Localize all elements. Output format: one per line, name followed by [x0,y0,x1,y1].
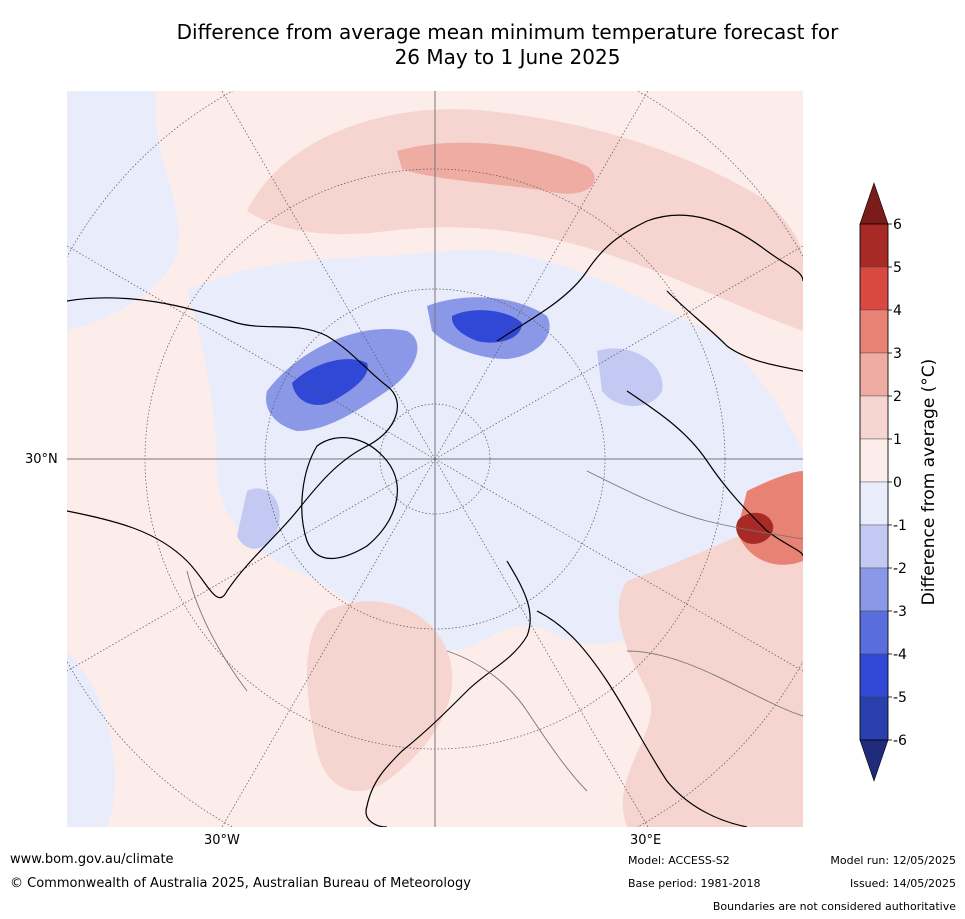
colorbar-segment [859,223,889,268]
base-period-text: Base period: 1981-2018 [628,877,761,890]
moderate-negative-anomaly [597,348,663,406]
colorbar-tick-label: 5 [893,260,902,276]
positive-anomaly-region [307,601,453,791]
coastlines [67,214,803,827]
strong-negative-anomaly [451,310,522,343]
colorbar-segment [859,567,889,612]
colorbar-segment [859,309,889,354]
colorbar-segment [859,352,889,397]
colorbar-tick-label: -4 [893,647,907,663]
map-panel [67,91,803,827]
colorbar-extend-max [859,182,889,225]
colorbar-tick-label: -5 [893,690,907,706]
website-link[interactable]: www.bom.gov.au/climate [10,852,174,867]
longitude-label-east: 30°E [630,833,662,848]
colorbar-tick-label: -1 [893,518,907,534]
positive-anomaly-region [247,109,803,332]
colorbar-tick-label: 2 [893,389,902,405]
map-title: Difference from average mean minimum tem… [60,20,955,70]
colorbar-segment [859,266,889,311]
colorbar-tick-label: 3 [893,346,902,362]
colorbar-segment [859,653,889,698]
colorbar-segment [859,438,889,483]
colorbar-segment [859,524,889,569]
colorbar-tick-label: -3 [893,604,907,620]
model-run-text: Model run: 12/05/2025 [830,854,956,867]
colorbar-segments [859,182,889,782]
positive-anomaly-region [618,511,803,827]
model-text: Model: ACCESS-S2 [628,854,730,867]
negative-anomaly-region [67,651,115,827]
title-line-1: Difference from average mean minimum tem… [176,20,839,44]
latitude-label: 30°N [25,452,58,467]
colorbar-segment [859,610,889,655]
colorbar: 6 5 4 3 2 1 0 -1 -2 -3 -4 -5 -6 Difference from aver… [859,182,939,782]
strong-negative-anomaly [292,359,368,405]
issued-text: Issued: 14/05/2025 [849,877,956,890]
colorbar-extend-min [859,739,889,782]
moderate-negative-anomaly [237,488,280,549]
positive-anomaly-region [736,512,774,544]
colorbar-tick-label: -6 [893,733,907,749]
colorbar-segment [859,395,889,440]
colorbar-segment [859,481,889,526]
longitude-label-west: 30°W [204,833,240,848]
colorbar-tick-label: 1 [893,432,902,448]
colorbar-ticks: 6 5 4 3 2 1 0 -1 -2 -3 -4 -5 -6 [888,217,907,749]
colorbar-tick-label: 4 [893,303,902,319]
negative-anomaly-region [67,91,179,331]
disclaimer-text: Boundaries are not considered authoritat… [712,900,956,913]
colorbar-segment [859,696,889,741]
colorbar-tick-label: 0 [893,475,902,491]
colorbar-tick-label: -2 [893,561,907,577]
colorbar-tick-label: 6 [893,217,902,233]
country-borders [186,470,803,792]
copyright-text: © Commonwealth of Australia 2025, Austra… [10,876,471,891]
colorbar-label: Difference from average (°C) [919,359,939,606]
title-line-2: 26 May to 1 June 2025 [394,45,621,69]
positive-anomaly-region [397,142,595,194]
